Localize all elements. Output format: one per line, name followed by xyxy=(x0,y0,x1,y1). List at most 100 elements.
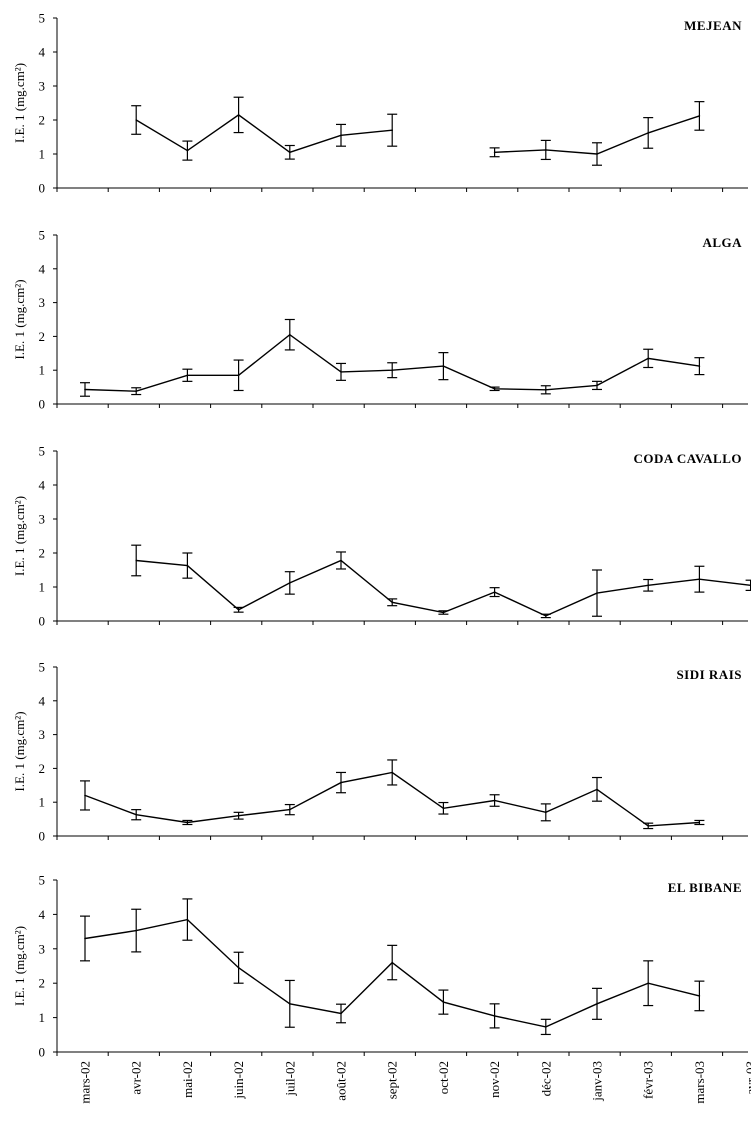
y-tick-label: 5 xyxy=(39,11,46,26)
data-point xyxy=(596,384,598,387)
data-point xyxy=(391,771,394,774)
y-tick-label: 4 xyxy=(39,478,46,493)
data-point xyxy=(391,601,394,604)
data-point xyxy=(698,365,701,367)
data-point xyxy=(135,390,137,392)
data-point xyxy=(135,119,137,121)
y-axis-label: I.E. 1 (mg.cm²) xyxy=(12,63,27,143)
data-point xyxy=(186,918,189,921)
data-point xyxy=(698,995,701,997)
data-point xyxy=(84,937,86,940)
x-tick-label: juin-02 xyxy=(231,1061,246,1100)
data-point xyxy=(186,564,189,567)
data-point xyxy=(545,811,547,814)
data-point xyxy=(186,149,189,152)
y-tick-label: 2 xyxy=(39,976,46,991)
data-point xyxy=(237,374,240,377)
y-tick-label: 1 xyxy=(39,580,46,595)
data-point xyxy=(391,961,394,964)
data-point xyxy=(135,813,137,816)
y-tick-label: 1 xyxy=(39,363,46,378)
y-tick-label: 4 xyxy=(39,261,46,276)
y-tick-label: 2 xyxy=(39,329,46,344)
y-tick-label: 1 xyxy=(39,795,46,810)
data-point xyxy=(493,151,496,154)
data-point xyxy=(237,608,240,611)
data-point xyxy=(647,132,649,134)
y-tick-label: 3 xyxy=(39,727,46,742)
data-point xyxy=(698,115,701,117)
data-point xyxy=(442,807,445,810)
x-tick-label: oct-02 xyxy=(436,1061,451,1094)
y-tick-label: 2 xyxy=(39,761,46,776)
y-tick-label: 2 xyxy=(39,113,46,128)
series-line xyxy=(136,559,751,617)
panel-title: MEJEAN xyxy=(684,18,742,33)
data-point xyxy=(84,388,86,391)
data-point xyxy=(391,369,394,372)
y-tick-label: 5 xyxy=(39,444,46,459)
y-tick-label: 5 xyxy=(39,228,46,243)
data-point xyxy=(596,788,598,791)
data-point xyxy=(545,389,547,391)
x-tick-label: juil-02 xyxy=(282,1061,297,1097)
x-tick-label: janv-03 xyxy=(590,1061,605,1102)
y-tick-label: 4 xyxy=(39,45,46,60)
data-point xyxy=(289,333,291,336)
data-point xyxy=(596,153,598,155)
data-point xyxy=(493,591,496,593)
data-point xyxy=(647,825,649,827)
y-axis-label: I.E. 1 (mg.cm²) xyxy=(12,496,27,576)
data-point xyxy=(340,781,342,784)
y-tick-label: 0 xyxy=(39,1045,46,1060)
panel-title: CODA CAVALLO xyxy=(634,451,742,466)
y-tick-label: 0 xyxy=(39,181,46,196)
data-point xyxy=(186,821,189,824)
y-tick-label: 1 xyxy=(39,1010,46,1025)
data-point xyxy=(545,1026,547,1028)
x-tick-label: sept-02 xyxy=(385,1061,400,1099)
panel-title: EL BIBANE xyxy=(668,880,742,895)
y-tick-label: 4 xyxy=(39,693,46,708)
y-tick-label: 5 xyxy=(39,873,46,888)
data-point xyxy=(596,1003,598,1005)
data-point xyxy=(340,371,342,373)
data-point xyxy=(289,151,291,154)
data-point xyxy=(698,821,701,824)
y-tick-label: 3 xyxy=(39,79,46,94)
data-point xyxy=(545,615,547,617)
panel-title: SIDI RAIS xyxy=(676,667,742,682)
data-point xyxy=(647,357,649,360)
data-point xyxy=(493,387,496,390)
data-point xyxy=(135,559,137,562)
y-axis-label: I.E. 1 (mg.cm²) xyxy=(12,926,27,1006)
y-tick-label: 3 xyxy=(39,295,46,310)
data-point xyxy=(340,1012,342,1015)
x-tick-label: nov-02 xyxy=(487,1061,502,1098)
x-tick-label: févr-03 xyxy=(641,1061,656,1099)
data-point xyxy=(647,982,649,984)
x-tick-label: avr-02 xyxy=(129,1061,144,1095)
data-point xyxy=(237,114,240,116)
x-tick-label: mai-02 xyxy=(180,1061,195,1098)
data-point xyxy=(493,1015,496,1017)
data-point xyxy=(698,578,701,580)
data-point xyxy=(596,592,598,594)
x-tick-label: avr-03 xyxy=(743,1061,751,1095)
x-tick-label: mars-03 xyxy=(692,1061,707,1104)
x-tick-label: août-02 xyxy=(334,1061,349,1101)
y-tick-label: 0 xyxy=(39,614,46,629)
data-point xyxy=(340,134,342,137)
x-tick-label: mars-02 xyxy=(78,1061,93,1104)
data-point xyxy=(391,129,394,131)
y-axis-label: I.E. 1 (mg.cm²) xyxy=(12,711,27,791)
x-tick-label: déc-02 xyxy=(538,1061,553,1096)
data-point xyxy=(186,374,189,377)
data-point xyxy=(340,559,342,562)
data-point xyxy=(289,1003,291,1005)
data-point xyxy=(289,582,291,584)
data-point xyxy=(84,794,86,797)
data-point xyxy=(442,611,445,614)
y-tick-label: 0 xyxy=(39,829,46,844)
